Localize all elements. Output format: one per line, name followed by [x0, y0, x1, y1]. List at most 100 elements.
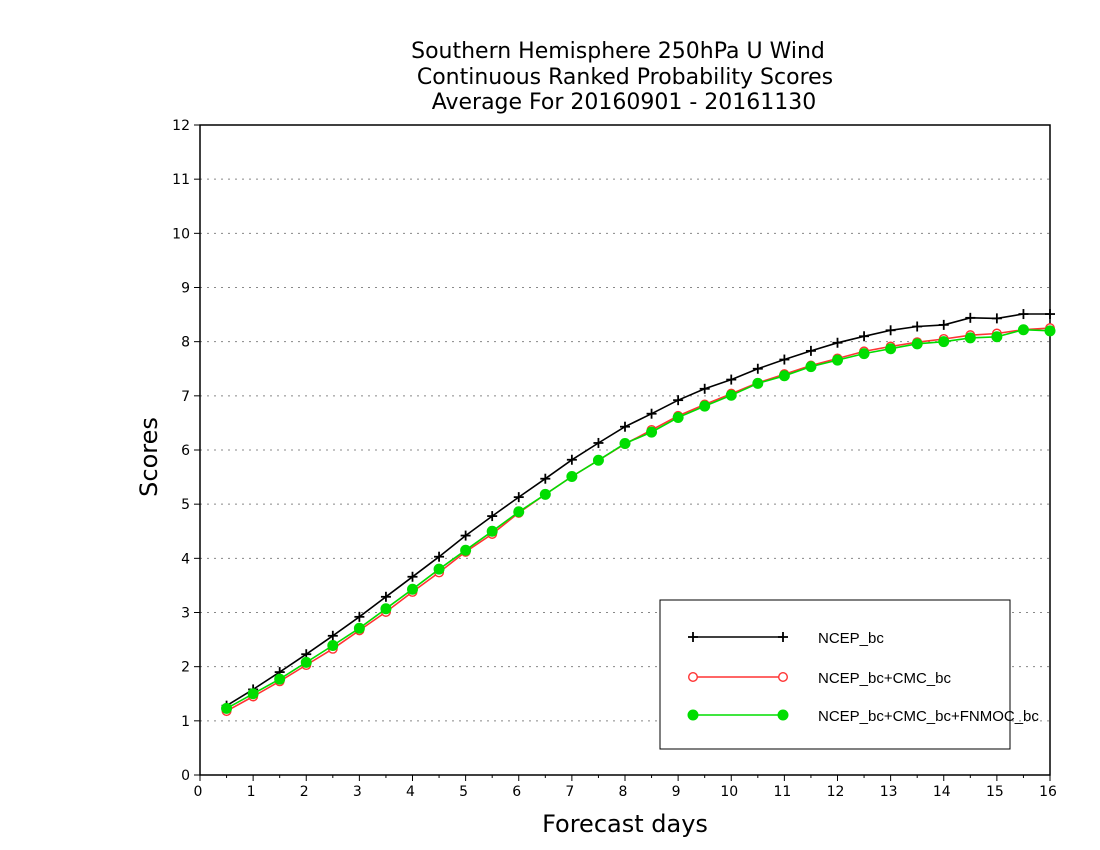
x-tick-label-6: 6: [512, 784, 521, 800]
series-1-point-11: [513, 492, 524, 503]
legend-label-2: NCEP_bc+CMC_bc: [818, 670, 951, 687]
legend-label-3: NCEP_bc+CMC_bc+FNMOC_bc: [818, 708, 1039, 725]
x-tick-label-14: 14: [933, 784, 951, 800]
series-3-point-2: [274, 673, 286, 685]
series-1-point-30: [1018, 309, 1029, 320]
series-1-point-16: [646, 408, 657, 419]
y-tick-label-11: 11: [172, 172, 190, 188]
x-tick-label-1: 1: [247, 784, 256, 800]
x-tick-label-7: 7: [565, 784, 574, 800]
series-3-point-25: [885, 343, 897, 355]
x-tick-label-5: 5: [459, 784, 468, 800]
series-1-point-8: [434, 551, 445, 562]
legend-marker-3-end: [777, 709, 789, 721]
series-3-point-17: [672, 412, 684, 423]
x-tick-label-13: 13: [880, 784, 898, 800]
series-3-point-31: [1044, 325, 1056, 337]
series-3-point-3: [300, 656, 312, 668]
x-tick-label-2: 2: [300, 784, 309, 800]
series-3-point-9: [460, 544, 472, 556]
y-tick-label-7: 7: [181, 389, 190, 405]
legend-label-1: NCEP_bc: [818, 630, 884, 647]
series-3: [221, 324, 1056, 714]
series-3-point-11: [513, 506, 525, 518]
series-3-point-22: [805, 361, 817, 373]
x-tick-label-4: 4: [406, 784, 415, 800]
x-tick-label-15: 15: [986, 784, 1004, 800]
series-3-point-24: [858, 348, 870, 360]
legend-marker-3-start: [687, 709, 699, 721]
series-1-point-6: [380, 591, 391, 602]
series-3-point-21: [778, 370, 790, 382]
y-tick-label-4: 4: [181, 551, 190, 567]
x-tick-label-8: 8: [619, 784, 628, 800]
series-1-point-21: [779, 354, 790, 365]
x-tick-label-3: 3: [353, 784, 362, 800]
y-tick-label-10: 10: [172, 226, 190, 242]
chart-title-line-3: Average For 20160901 - 20161130: [432, 90, 817, 115]
chart-title-line-1: Southern Hemisphere 250hPa U Wind: [411, 39, 825, 64]
legend: NCEP_bc NCEP_bc+CMC_bc NCEP_bc+CMC_bc+FNMO…: [659, 599, 1039, 750]
series-3-point-27: [938, 336, 950, 348]
series-3-point-23: [832, 354, 843, 366]
series-1-point-20: [752, 363, 763, 374]
series-3-point-1: [247, 688, 259, 700]
series-1-point-10: [487, 511, 498, 522]
x-tick-label-12: 12: [827, 784, 845, 800]
series-1-point-7: [407, 571, 418, 582]
series-1-point-17: [673, 395, 684, 406]
series-1-point-27: [938, 319, 949, 330]
series-3-point-19: [725, 389, 737, 401]
series-3-point-26: [911, 338, 923, 350]
series-1-point-25: [885, 325, 896, 336]
series-layer: [221, 309, 1056, 717]
series-1-point-12: [540, 473, 551, 484]
series-1-point-29: [991, 313, 1002, 324]
series-3-point-7: [407, 583, 418, 595]
series-3-point-5: [353, 622, 365, 634]
series-1-point-5: [354, 611, 365, 622]
series-1-point-31: [1045, 309, 1055, 320]
series-3-point-16: [646, 426, 658, 438]
series-3-point-18: [699, 400, 711, 412]
legend-box: [659, 599, 1011, 750]
series-1-point-26: [912, 321, 923, 332]
series-1-point-23: [832, 337, 843, 348]
y-axis-label: Scores: [135, 417, 163, 497]
series-1-point-15: [620, 421, 630, 432]
series-3-point-10: [486, 525, 498, 537]
x-tick-label-11: 11: [773, 784, 791, 800]
y-tick-label-0: 0: [181, 768, 190, 784]
series-3-point-6: [380, 603, 392, 615]
series-3-point-28: [964, 332, 976, 344]
legend-marker-1-end: [778, 632, 788, 642]
series-3-point-15: [619, 438, 631, 449]
y-tick-label-1: 1: [181, 714, 190, 730]
x-tick-label-9: 9: [672, 784, 681, 800]
series-3-point-8: [433, 563, 445, 575]
series-3-point-30: [1017, 324, 1029, 336]
y-tick-label-8: 8: [181, 335, 190, 351]
legend-marker-1-start: [688, 632, 698, 642]
series-1-point-19: [726, 374, 737, 385]
x-axis-label: Forecast days: [542, 810, 708, 838]
series-1-point-13: [566, 454, 577, 465]
series-1-point-9: [460, 530, 471, 541]
y-tick-label-5: 5: [181, 497, 190, 513]
series-1-point-24: [859, 331, 870, 342]
x-tick-label-10: 10: [720, 784, 738, 800]
y-tick-label-12: 12: [172, 118, 190, 134]
series-3-point-20: [752, 377, 764, 389]
series-1-point-14: [593, 437, 604, 448]
x-tick-label-16: 16: [1039, 784, 1057, 800]
series-3-point-14: [592, 454, 604, 466]
series-1-point-18: [699, 383, 710, 394]
series-3-point-29: [991, 331, 1003, 343]
series-1: [221, 309, 1055, 711]
series-3-point-13: [566, 471, 578, 483]
series-3-point-4: [327, 640, 339, 652]
series-1-point-22: [805, 345, 816, 356]
legend-marker-2-start: [688, 672, 699, 683]
series-3-point-0: [221, 702, 233, 714]
